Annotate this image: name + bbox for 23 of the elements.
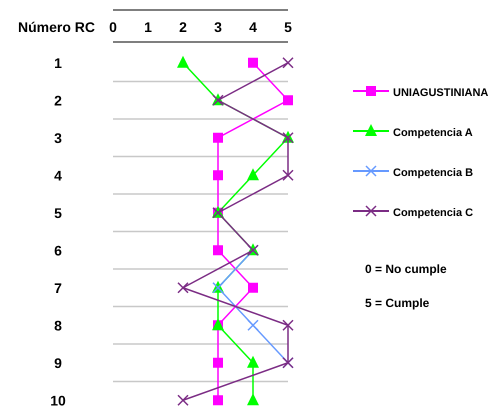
- x-tick-label: 3: [214, 19, 222, 35]
- x-tick-label: 1: [144, 19, 152, 35]
- text: 0 = No cumple: [365, 262, 448, 276]
- y-tick-label: 8: [54, 317, 62, 334]
- legend-label: Competencia B: [393, 167, 474, 179]
- y-tick-label: 9: [54, 354, 62, 371]
- y-tick-label: 7: [54, 280, 62, 296]
- text: 5 = Cumple: [365, 296, 430, 310]
- y-tick-label: 10: [50, 392, 66, 408]
- x-tick-label: 0: [109, 19, 118, 35]
- y-tick-label: 3: [54, 130, 62, 146]
- y-tick-label: 1: [54, 54, 62, 71]
- legend-label: Competencia C: [393, 207, 474, 219]
- x-tick-label: 2: [179, 19, 188, 35]
- x-tick-label: 5: [284, 19, 292, 35]
- y-axis-title: Número RC: [18, 19, 96, 35]
- y-tick-label: 4: [54, 167, 62, 184]
- y-tick-label: 5: [54, 204, 62, 221]
- y-tick-label: 6: [54, 242, 62, 258]
- y-tick-label: 2: [54, 92, 62, 108]
- legend-label: UNIAGUSTINIANA: [393, 87, 488, 99]
- x-tick-label: 4: [249, 19, 258, 35]
- legend-label: Competencia A: [393, 127, 473, 139]
